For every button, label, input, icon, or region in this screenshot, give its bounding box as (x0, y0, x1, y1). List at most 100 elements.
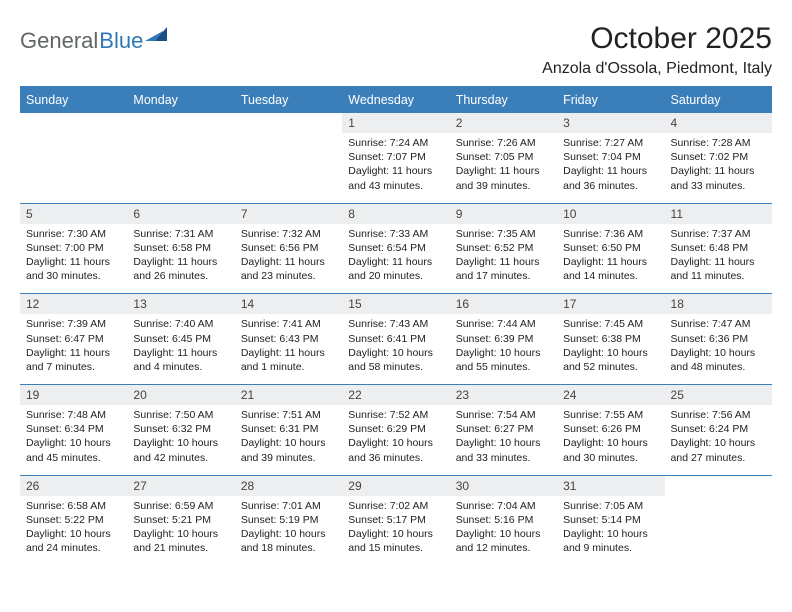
calendar-cell: 9Sunrise: 7:35 AMSunset: 6:52 PMDaylight… (450, 203, 557, 294)
day-header: Saturday (665, 87, 772, 113)
day-number: 27 (127, 476, 234, 496)
day-number: 31 (557, 476, 664, 496)
day-number (235, 113, 342, 133)
day-number: 5 (20, 204, 127, 224)
day-body: Sunrise: 7:01 AMSunset: 5:19 PMDaylight:… (235, 496, 342, 566)
day-body: Sunrise: 7:32 AMSunset: 6:56 PMDaylight:… (235, 224, 342, 294)
day-body (235, 133, 342, 191)
day-body: Sunrise: 7:35 AMSunset: 6:52 PMDaylight:… (450, 224, 557, 294)
calendar-cell: 30Sunrise: 7:04 AMSunset: 5:16 PMDayligh… (450, 475, 557, 565)
day-body: Sunrise: 7:48 AMSunset: 6:34 PMDaylight:… (20, 405, 127, 475)
day-number: 30 (450, 476, 557, 496)
calendar-cell: 19Sunrise: 7:48 AMSunset: 6:34 PMDayligh… (20, 385, 127, 476)
day-number: 18 (665, 294, 772, 314)
calendar-cell: 28Sunrise: 7:01 AMSunset: 5:19 PMDayligh… (235, 475, 342, 565)
calendar-cell: 13Sunrise: 7:40 AMSunset: 6:45 PMDayligh… (127, 294, 234, 385)
calendar-cell (235, 113, 342, 204)
day-number (127, 113, 234, 133)
header: General Blue October 2025 Anzola d'Ossol… (20, 22, 772, 78)
calendar-cell: 22Sunrise: 7:52 AMSunset: 6:29 PMDayligh… (342, 385, 449, 476)
day-body: Sunrise: 7:54 AMSunset: 6:27 PMDaylight:… (450, 405, 557, 475)
day-body: Sunrise: 6:58 AMSunset: 5:22 PMDaylight:… (20, 496, 127, 566)
day-header: Wednesday (342, 87, 449, 113)
location-text: Anzola d'Ossola, Piedmont, Italy (542, 60, 772, 78)
calendar-cell: 7Sunrise: 7:32 AMSunset: 6:56 PMDaylight… (235, 203, 342, 294)
day-number: 4 (665, 113, 772, 133)
day-body: Sunrise: 7:40 AMSunset: 6:45 PMDaylight:… (127, 314, 234, 384)
day-number: 11 (665, 204, 772, 224)
day-body: Sunrise: 7:43 AMSunset: 6:41 PMDaylight:… (342, 314, 449, 384)
day-body: Sunrise: 7:24 AMSunset: 7:07 PMDaylight:… (342, 133, 449, 203)
day-number: 26 (20, 476, 127, 496)
day-header: Sunday (20, 87, 127, 113)
day-body: Sunrise: 7:27 AMSunset: 7:04 PMDaylight:… (557, 133, 664, 203)
day-number: 24 (557, 385, 664, 405)
day-body: Sunrise: 7:04 AMSunset: 5:16 PMDaylight:… (450, 496, 557, 566)
day-body: Sunrise: 7:05 AMSunset: 5:14 PMDaylight:… (557, 496, 664, 566)
calendar-cell: 4Sunrise: 7:28 AMSunset: 7:02 PMDaylight… (665, 113, 772, 204)
day-number: 6 (127, 204, 234, 224)
calendar-page: General Blue October 2025 Anzola d'Ossol… (0, 0, 792, 565)
calendar-table: SundayMondayTuesdayWednesdayThursdayFrid… (20, 86, 772, 565)
calendar-cell: 3Sunrise: 7:27 AMSunset: 7:04 PMDaylight… (557, 113, 664, 204)
calendar-cell (665, 475, 772, 565)
day-body: Sunrise: 6:59 AMSunset: 5:21 PMDaylight:… (127, 496, 234, 566)
day-number: 9 (450, 204, 557, 224)
calendar-cell: 17Sunrise: 7:45 AMSunset: 6:38 PMDayligh… (557, 294, 664, 385)
day-body: Sunrise: 7:36 AMSunset: 6:50 PMDaylight:… (557, 224, 664, 294)
day-number: 2 (450, 113, 557, 133)
calendar-cell: 23Sunrise: 7:54 AMSunset: 6:27 PMDayligh… (450, 385, 557, 476)
calendar-cell: 11Sunrise: 7:37 AMSunset: 6:48 PMDayligh… (665, 203, 772, 294)
day-body: Sunrise: 7:47 AMSunset: 6:36 PMDaylight:… (665, 314, 772, 384)
day-number (665, 476, 772, 496)
logo-mark-icon (145, 27, 167, 50)
day-body: Sunrise: 7:45 AMSunset: 6:38 PMDaylight:… (557, 314, 664, 384)
day-body: Sunrise: 7:55 AMSunset: 6:26 PMDaylight:… (557, 405, 664, 475)
day-number: 1 (342, 113, 449, 133)
calendar-cell: 20Sunrise: 7:50 AMSunset: 6:32 PMDayligh… (127, 385, 234, 476)
calendar-cell (20, 113, 127, 204)
day-number: 23 (450, 385, 557, 405)
day-body: Sunrise: 7:28 AMSunset: 7:02 PMDaylight:… (665, 133, 772, 203)
day-number: 10 (557, 204, 664, 224)
logo-text-blue: Blue (99, 28, 143, 54)
day-body: Sunrise: 7:30 AMSunset: 7:00 PMDaylight:… (20, 224, 127, 294)
calendar-cell: 1Sunrise: 7:24 AMSunset: 7:07 PMDaylight… (342, 113, 449, 204)
day-number: 28 (235, 476, 342, 496)
day-number: 3 (557, 113, 664, 133)
day-header: Thursday (450, 87, 557, 113)
logo: General Blue (20, 28, 167, 54)
calendar-cell: 15Sunrise: 7:43 AMSunset: 6:41 PMDayligh… (342, 294, 449, 385)
calendar-cell: 18Sunrise: 7:47 AMSunset: 6:36 PMDayligh… (665, 294, 772, 385)
title-block: October 2025 Anzola d'Ossola, Piedmont, … (542, 22, 772, 78)
day-body: Sunrise: 7:56 AMSunset: 6:24 PMDaylight:… (665, 405, 772, 475)
calendar-cell: 14Sunrise: 7:41 AMSunset: 6:43 PMDayligh… (235, 294, 342, 385)
day-number: 20 (127, 385, 234, 405)
day-header: Monday (127, 87, 234, 113)
calendar-cell: 12Sunrise: 7:39 AMSunset: 6:47 PMDayligh… (20, 294, 127, 385)
calendar-cell: 21Sunrise: 7:51 AMSunset: 6:31 PMDayligh… (235, 385, 342, 476)
calendar-cell: 29Sunrise: 7:02 AMSunset: 5:17 PMDayligh… (342, 475, 449, 565)
day-number: 15 (342, 294, 449, 314)
day-body: Sunrise: 7:31 AMSunset: 6:58 PMDaylight:… (127, 224, 234, 294)
calendar-cell: 27Sunrise: 6:59 AMSunset: 5:21 PMDayligh… (127, 475, 234, 565)
day-body: Sunrise: 7:26 AMSunset: 7:05 PMDaylight:… (450, 133, 557, 203)
day-header: Friday (557, 87, 664, 113)
day-number: 16 (450, 294, 557, 314)
day-body: Sunrise: 7:44 AMSunset: 6:39 PMDaylight:… (450, 314, 557, 384)
day-body: Sunrise: 7:33 AMSunset: 6:54 PMDaylight:… (342, 224, 449, 294)
calendar-cell: 10Sunrise: 7:36 AMSunset: 6:50 PMDayligh… (557, 203, 664, 294)
day-number: 14 (235, 294, 342, 314)
calendar-cell: 5Sunrise: 7:30 AMSunset: 7:00 PMDaylight… (20, 203, 127, 294)
day-header: Tuesday (235, 87, 342, 113)
day-body (20, 133, 127, 191)
month-title: October 2025 (542, 22, 772, 56)
calendar-cell: 8Sunrise: 7:33 AMSunset: 6:54 PMDaylight… (342, 203, 449, 294)
calendar-body: 1Sunrise: 7:24 AMSunset: 7:07 PMDaylight… (20, 113, 772, 566)
day-body: Sunrise: 7:37 AMSunset: 6:48 PMDaylight:… (665, 224, 772, 294)
day-number: 22 (342, 385, 449, 405)
day-body: Sunrise: 7:52 AMSunset: 6:29 PMDaylight:… (342, 405, 449, 475)
calendar-cell: 6Sunrise: 7:31 AMSunset: 6:58 PMDaylight… (127, 203, 234, 294)
day-number: 19 (20, 385, 127, 405)
day-body (127, 133, 234, 191)
